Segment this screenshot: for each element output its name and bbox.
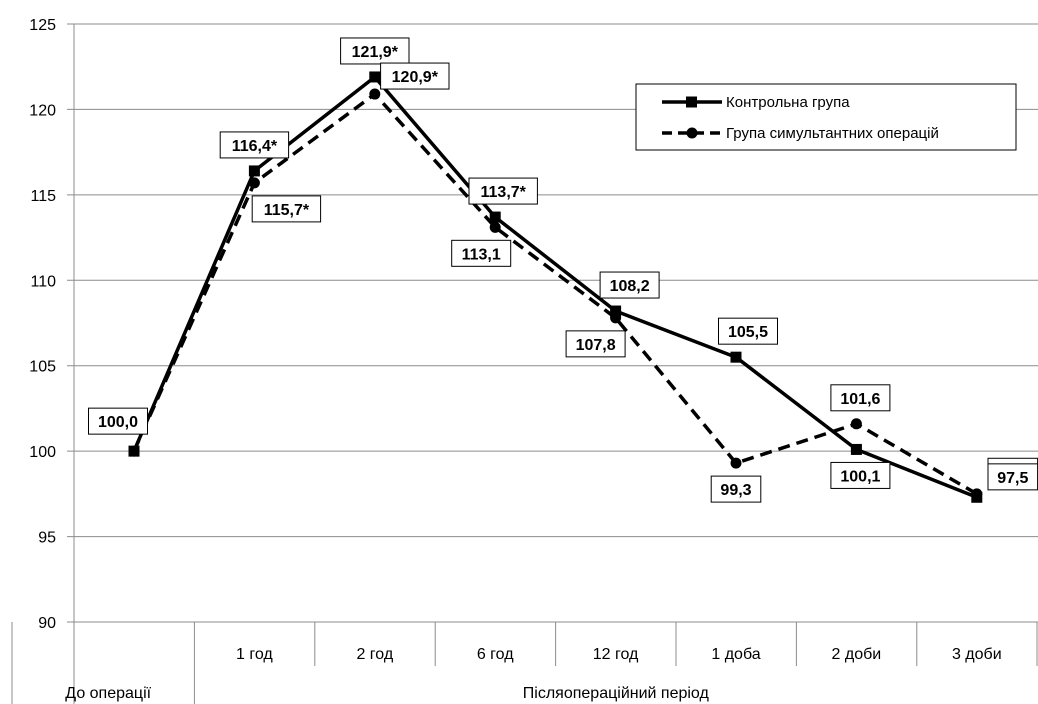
y-tick-label: 95 bbox=[38, 530, 56, 547]
data-label-box bbox=[710, 475, 762, 503]
data-point-circle bbox=[971, 488, 983, 500]
data-label-box bbox=[451, 239, 512, 267]
data-point-circle bbox=[850, 418, 862, 430]
data-label-box bbox=[340, 37, 410, 65]
data-point-square bbox=[369, 71, 381, 83]
x-tick-label: 3 доби bbox=[952, 646, 1002, 663]
data-point-circle bbox=[610, 312, 622, 324]
y-tick-label: 120 bbox=[29, 102, 56, 119]
data-labels: 100,0 116,4* 121,9* 113,7* 108,2 105,5 100,1 97… bbox=[88, 37, 1038, 503]
x-tick-label: 6 год bbox=[477, 646, 514, 663]
data-point-square bbox=[489, 211, 501, 223]
legend-marker-square bbox=[686, 96, 697, 108]
x-tick-label: 2 год bbox=[356, 646, 393, 663]
data-label: 116,4* bbox=[232, 138, 278, 155]
data-label: 115,7* bbox=[264, 202, 310, 219]
y-tick-label: 115 bbox=[30, 188, 56, 205]
data-point-circle bbox=[489, 221, 501, 233]
data-label: 99,3 bbox=[720, 482, 751, 499]
legend: Контрольна група Група симультантних опер… bbox=[635, 83, 1017, 151]
data-point-circle bbox=[730, 457, 742, 469]
data-point-circle bbox=[248, 177, 260, 189]
data-label-box bbox=[718, 317, 778, 345]
y-tick-label: 100 bbox=[29, 444, 56, 461]
data-label: 113,1 bbox=[462, 246, 501, 263]
x-tick-label: 2 доби bbox=[832, 646, 882, 663]
data-label-box bbox=[88, 407, 148, 435]
data-point-square bbox=[730, 351, 742, 363]
data-label: 101,6 bbox=[840, 391, 880, 408]
data-label-box bbox=[251, 195, 322, 223]
data-point-square bbox=[610, 305, 622, 317]
data-label-box bbox=[987, 463, 1038, 491]
data-label-box bbox=[830, 384, 891, 412]
data-label: 100,1 bbox=[840, 468, 880, 485]
y-tick-label: 90 bbox=[38, 615, 56, 632]
data-label-box bbox=[565, 330, 626, 358]
data-label: 107,8 bbox=[576, 337, 616, 354]
x-axis: 1 год 2 год 6 год 12 год 1 доба 2 доби 3 доби Д… bbox=[11, 622, 1038, 704]
legend-marker-circle bbox=[686, 127, 698, 139]
data-label-box bbox=[468, 177, 538, 205]
data-label: 100,0 bbox=[98, 414, 138, 431]
y-tick-label: 105 bbox=[29, 359, 56, 376]
y-tick-label: 110 bbox=[30, 273, 56, 290]
data-label-box bbox=[380, 62, 450, 90]
series-line-2 bbox=[132, 92, 978, 496]
data-label: 120,9* bbox=[392, 69, 439, 86]
data-label-box bbox=[830, 461, 891, 489]
data-point-circle bbox=[369, 88, 381, 100]
x-tick-label: 1 год bbox=[236, 646, 273, 663]
legend-label: Контрольна група bbox=[726, 94, 850, 111]
data-point-circle bbox=[128, 445, 140, 457]
data-label: 113,7* bbox=[481, 184, 527, 201]
data-label: 121,9* bbox=[352, 44, 399, 61]
y-tick-label: 125 bbox=[29, 17, 56, 34]
data-point-square bbox=[850, 443, 862, 455]
grid-lines bbox=[67, 23, 1038, 704]
data-label: 108,2 bbox=[610, 278, 650, 295]
x-tick-label: 1 доба bbox=[711, 646, 760, 663]
legend-label: Група симультантних операцій bbox=[726, 125, 939, 142]
data-label-box bbox=[219, 131, 290, 159]
y-axis-ticks: 90 95 100 105 110 115 120 125 bbox=[29, 17, 56, 632]
x-tick-label: 12 год bbox=[593, 646, 639, 663]
x-group-label: До операції bbox=[65, 685, 151, 702]
data-label-box bbox=[599, 271, 660, 299]
x-group-label: Післяопераційний період bbox=[523, 685, 710, 702]
legend-box bbox=[635, 83, 1017, 151]
data-point-square bbox=[248, 165, 260, 177]
data-label: 97,5 bbox=[997, 470, 1028, 487]
data-label: 105,5 bbox=[728, 324, 768, 341]
